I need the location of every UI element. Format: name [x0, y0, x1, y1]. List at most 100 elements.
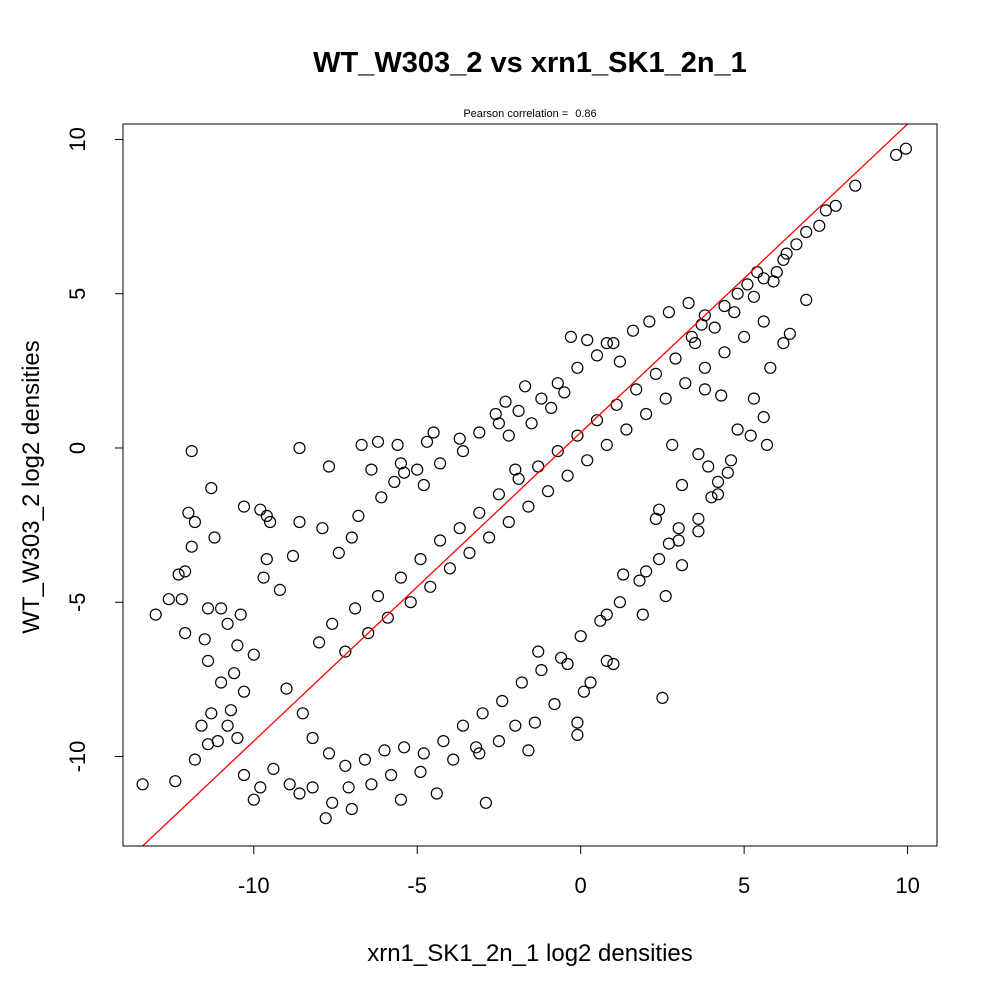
scatter-point: [718, 346, 731, 359]
scatter-point: [414, 765, 427, 779]
scatter-point: [679, 377, 692, 390]
scatter-point: [201, 738, 215, 751]
scatter-point: [489, 407, 502, 421]
scatter-point: [695, 318, 708, 331]
scatter-point: [260, 509, 273, 523]
scatter-point: [649, 512, 663, 526]
scatter-point: [515, 676, 528, 689]
scatter-point: [388, 475, 401, 488]
scatter-point: [316, 522, 329, 535]
scatter-point: [201, 654, 215, 668]
scatter-point: [721, 466, 734, 479]
scatter-point: [231, 639, 244, 652]
scatter-point: [813, 219, 826, 232]
scatter-point: [434, 457, 447, 470]
y-axis: -10 -5 0 5 10: [65, 127, 124, 773]
scatter-point: [636, 608, 649, 621]
scatter-point: [564, 330, 578, 343]
scatter-point: [747, 290, 761, 303]
scatter-point: [237, 685, 251, 698]
scatter-point: [205, 482, 218, 495]
scatter-point: [215, 676, 228, 689]
scatter-point: [247, 793, 260, 806]
scatter-point: [306, 781, 319, 794]
scatter-point: [594, 614, 607, 627]
scatter-point: [600, 654, 613, 668]
scatter-point: [231, 731, 244, 745]
scatter-point: [502, 515, 515, 529]
scatter-point: [757, 411, 770, 424]
scatter-point: [551, 377, 564, 390]
y-tick-label: -10: [65, 741, 90, 773]
scatter-point: [682, 296, 695, 310]
scatter-point: [731, 423, 744, 436]
scatter-point: [394, 571, 407, 584]
scatter-point: [607, 657, 620, 671]
scatter-point: [492, 734, 505, 748]
scatter-point: [737, 330, 751, 343]
scatter-point: [672, 534, 685, 547]
scatter-point: [535, 392, 548, 405]
scatter-point: [558, 386, 571, 399]
plot-frame: [122, 123, 938, 847]
scatter-point: [819, 204, 833, 217]
scatter-point: [162, 593, 175, 606]
scatter-point: [584, 676, 597, 689]
scatter-point: [669, 352, 682, 365]
scatter-point: [639, 407, 653, 421]
scatter-point: [424, 580, 437, 593]
scatter-point: [198, 633, 211, 646]
scatter-point: [228, 667, 241, 680]
scatter-point: [375, 491, 388, 504]
scatter-point: [688, 337, 702, 350]
scatter-point: [420, 435, 434, 448]
scatter-point: [224, 704, 237, 717]
x-tick-label: -5: [407, 873, 427, 898]
scatter-point: [483, 531, 496, 544]
scatter-point: [571, 361, 584, 374]
y-tick-label: 5: [65, 288, 90, 300]
scatter-point: [708, 321, 721, 334]
scatter-point: [800, 293, 813, 306]
scatter-point: [545, 401, 558, 414]
scatter-point: [512, 472, 525, 485]
scatter-point: [322, 747, 336, 760]
scatter-point: [371, 435, 385, 448]
scatter-point: [829, 199, 842, 212]
scatter-point: [339, 759, 352, 772]
scatter-point: [571, 429, 584, 442]
scatter-point: [672, 522, 685, 535]
scatter-point: [319, 812, 332, 825]
scatter-point: [453, 522, 466, 535]
scatter-point: [362, 626, 375, 640]
scatter-point: [652, 503, 666, 516]
scatter-point: [345, 531, 358, 544]
scatter-point: [692, 512, 705, 526]
x-tick-label: -10: [238, 873, 270, 898]
scatter-point: [313, 636, 326, 649]
scatter-point: [705, 491, 718, 504]
scatter-point: [692, 525, 705, 538]
scatter-point: [355, 438, 368, 451]
scatter-point: [522, 744, 535, 757]
scatter-point: [613, 355, 627, 368]
scatter-point: [254, 503, 267, 516]
scatter-point: [711, 488, 725, 501]
scatter-point: [430, 787, 443, 800]
scatter-point: [643, 315, 656, 328]
scatter-point: [790, 238, 803, 251]
scatter-point: [777, 253, 790, 266]
scatter-point: [512, 404, 525, 417]
x-tick-label: 0: [575, 873, 587, 898]
scatter-point: [453, 432, 466, 445]
scatter-point: [257, 571, 270, 584]
scatter-point: [728, 306, 741, 319]
scatter-point: [398, 741, 411, 754]
scatter-point: [342, 781, 355, 794]
scatter-point: [293, 515, 306, 529]
scatter-point: [381, 611, 394, 624]
scatter-point: [741, 278, 754, 291]
scatter-point: [296, 707, 309, 720]
scatter-point: [215, 602, 228, 615]
